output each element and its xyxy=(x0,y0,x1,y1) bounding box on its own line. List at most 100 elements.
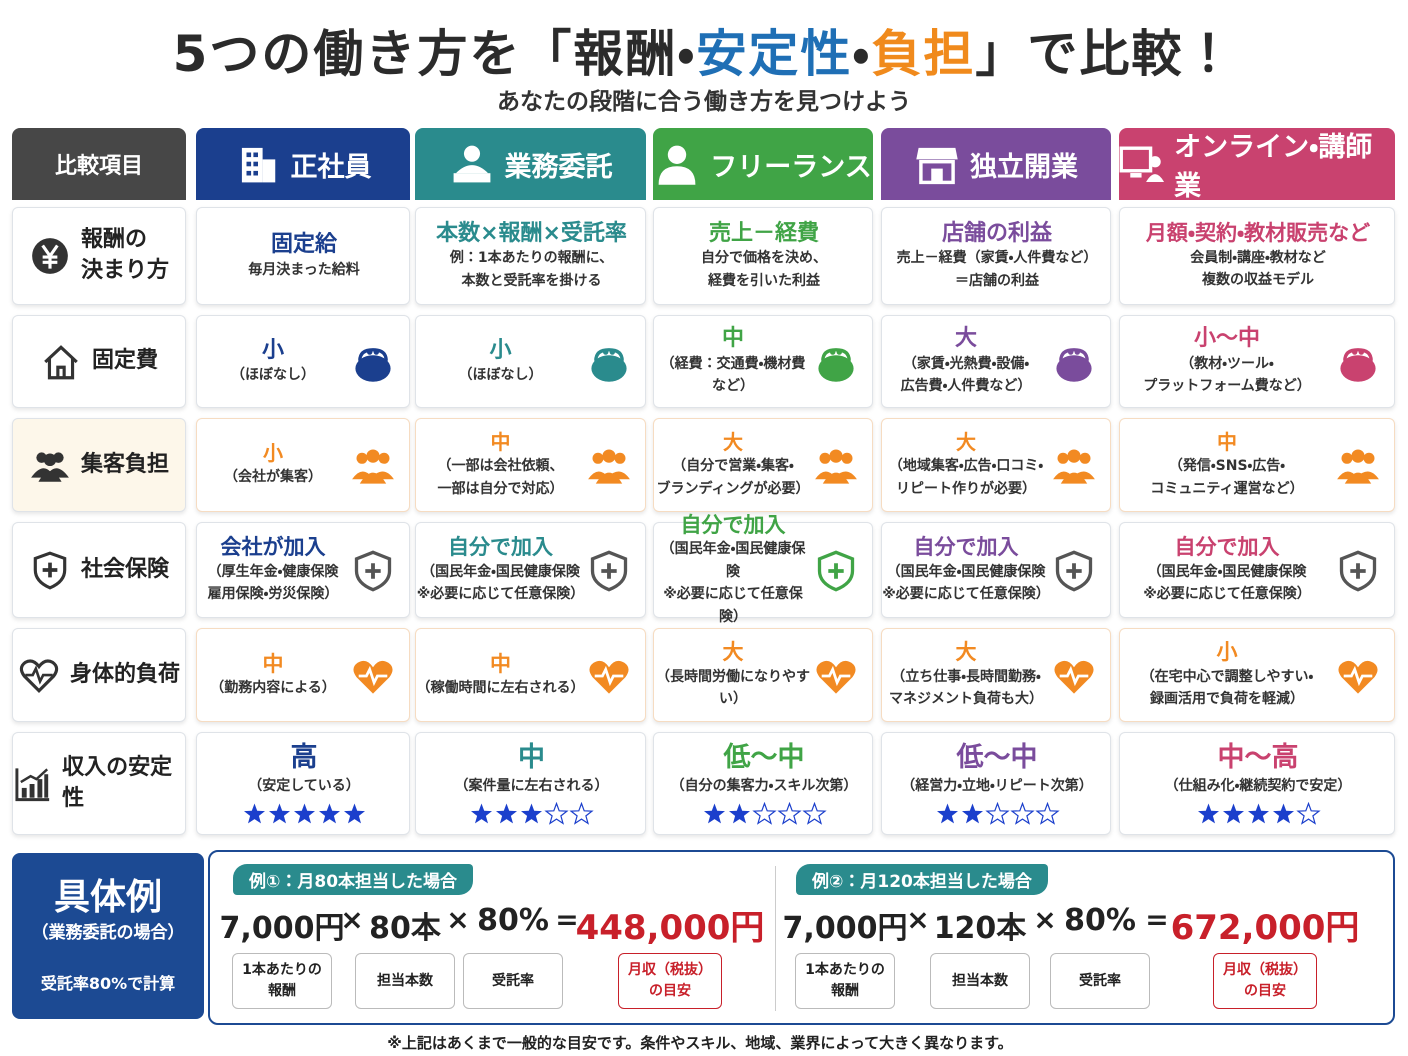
cell-main: 固定給 xyxy=(270,232,337,258)
footnote: ※上記はあくまで一般的な目安です。条件やスキル、地域、業界によって大きく異なりま… xyxy=(387,1034,1013,1052)
title-part: 」で比較！ xyxy=(975,25,1236,83)
cell-main: 自分で加入 xyxy=(448,535,553,560)
cell-main: 小 xyxy=(489,337,512,363)
cell-note: ※必要に応じて任意保険） xyxy=(663,586,803,625)
cell-note: ※必要に応じて任意保険） xyxy=(416,586,585,603)
cell-content: 大 （長時間労働になりやすい） xyxy=(654,629,812,721)
table-cell: 店舗の利益売上－経費（家賃・人件費など） ＝店舗の利益 xyxy=(881,207,1111,305)
cell-icon xyxy=(818,347,854,382)
term-label: 1本あたりの 報酬 xyxy=(232,953,332,1009)
row-icon xyxy=(32,238,68,274)
operator: × xyxy=(1033,903,1057,936)
cell-main: 店舗の利益 xyxy=(941,220,1052,246)
star xyxy=(318,803,340,823)
row-label-cell: 身体的負荷 xyxy=(12,628,186,722)
table-cell: 大 （家賃・光熱費・設備・ 広告費・人件費など） xyxy=(881,315,1111,408)
star xyxy=(268,803,290,823)
cell-main: 高 xyxy=(290,742,318,774)
cell-content: 自分で加入 （国民年金・国民健康保険 ※必要に応じて任意保険） xyxy=(1120,523,1334,617)
star xyxy=(343,803,365,823)
cell-main: 小〜中 xyxy=(1193,326,1260,352)
cell-content: 売上－経費 自分で価格を決め、 経費を引いた利益 xyxy=(654,208,874,304)
cell-note: マネジメント負荷も大） xyxy=(889,691,1043,708)
cell-icon xyxy=(589,660,629,694)
cell-note: （経費：交通費・機材費など） xyxy=(660,355,806,395)
cell-note: 売上－経費（家賃・人件費など） xyxy=(896,250,1098,267)
title-part: 安定性 xyxy=(696,25,853,83)
row-icon xyxy=(15,767,50,801)
row-label-line: 決まり方 xyxy=(80,258,169,283)
table-cell: 本数×報酬×受託率 例：1本あたりの報酬に、 本数と受託率を掛ける xyxy=(415,207,646,305)
row-label: 社会保険 xyxy=(81,555,169,586)
row-label-cell: 収入の安定性 xyxy=(12,732,186,835)
star xyxy=(751,801,777,825)
column-icon xyxy=(241,147,275,183)
cell-main: 中 xyxy=(1217,430,1237,455)
cell-main: 大 xyxy=(956,430,976,455)
star xyxy=(1009,801,1035,825)
column-header: 正社員 xyxy=(196,128,410,200)
column-icon xyxy=(916,147,958,185)
star xyxy=(1034,801,1060,825)
term-label-line: 報酬 xyxy=(831,983,859,999)
row-label-line: 固定費 xyxy=(91,348,158,374)
cell-icon xyxy=(1056,347,1092,382)
cell-note: 例：1本あたりの報酬に、 xyxy=(449,250,614,267)
row-label: 報酬の 決まり方 xyxy=(81,225,169,287)
table-cell: 中 （案件量に左右される） xyxy=(415,732,646,835)
term-label-line: 担当本数 xyxy=(952,972,1008,989)
example-note: 受託率80%で計算 xyxy=(40,974,176,993)
cell-content: 小 （会社が集客） xyxy=(197,419,349,511)
example-tag: 例①：月80本担当した場合 xyxy=(233,864,474,895)
cell-note: ＝店舗の利益 xyxy=(955,272,1039,289)
operator: × xyxy=(446,903,470,936)
term: 120本 xyxy=(933,911,1027,946)
cell-note: （家賃・光熱費・設備・ xyxy=(902,355,1030,372)
table-cell: 中 （勤務内容による） xyxy=(196,628,410,722)
term-label: 月収（税抜） の目安 xyxy=(1213,953,1317,1009)
subtitle: あなたの段階に合う働き方を見つけよう xyxy=(497,89,911,115)
cell-icon xyxy=(1055,550,1093,592)
row-label-line: 収入の安定性 xyxy=(62,754,173,811)
cell-note: 経費を引いた利益 xyxy=(708,272,820,289)
star-rating xyxy=(471,801,594,825)
example-tag: 例②：月120本担当した場合 xyxy=(796,864,1048,895)
row-label: 収入の安定性 xyxy=(62,753,185,815)
column-header: オンライン・講師業 xyxy=(1119,128,1395,202)
example-title: 具体例 xyxy=(53,877,162,918)
cell-main: 中 xyxy=(721,326,744,352)
cell-note: 自分で価格を決め、 xyxy=(701,250,827,267)
cell-main: 大 xyxy=(722,640,744,665)
title-part: 5つの働き方を「報酬・ xyxy=(172,25,697,83)
cell-note: （立ち仕事・長時間勤務・ xyxy=(891,668,1041,685)
cell-content: 店舗の利益売上－経費（家賃・人件費など） ＝店舗の利益 xyxy=(882,208,1112,304)
row-label-cell: 固定費 xyxy=(12,315,186,408)
cell-note: （仕組み化・継続契約で安定） xyxy=(1164,778,1352,795)
table-cell: 売上－経費 自分で価格を決め、 経費を引いた利益 xyxy=(653,207,873,305)
cell-content: 会社が加入 （厚生年金・健康保険 雇用保険・労災保険） xyxy=(197,523,349,617)
star xyxy=(1272,803,1294,823)
term-label-line: の目安 xyxy=(649,983,691,999)
cell-note: 毎月決まった給料 xyxy=(248,261,360,278)
result: 672,000円 xyxy=(1170,908,1360,948)
cell-content: 中〜高 （仕組み化・継続契約で安定） xyxy=(1120,733,1396,834)
cell-note: 広告費・人件費など） xyxy=(900,378,1032,395)
title-part: ・ xyxy=(852,25,872,83)
star-rating xyxy=(1197,801,1321,825)
cell-content: 中 （一部は会社依頼、 一部は自分で対応） xyxy=(416,419,585,511)
term-label: 担当本数 xyxy=(930,953,1030,1009)
cell-note: （ほぼなし） xyxy=(231,367,315,384)
term-label-line: 報酬 xyxy=(268,983,296,999)
cell-content: 小 （在宅中心で調整しやすい・ 録画活用で負荷を軽減） xyxy=(1120,629,1334,721)
cell-note: （安定している） xyxy=(248,778,360,795)
star xyxy=(1197,803,1219,823)
cell-content: 大 （立ち仕事・長時間勤務・ マネジメント負荷も大） xyxy=(882,629,1050,721)
star-rating xyxy=(936,801,1060,825)
row-label-cell: 報酬の 決まり方 xyxy=(12,207,186,305)
example-label-box xyxy=(12,853,204,1019)
cell-content: 中 （経費：交通費・機材費など） xyxy=(654,316,812,407)
row-icon xyxy=(31,452,69,482)
term-label-line: 受託率 xyxy=(492,972,534,989)
term: 80% xyxy=(477,903,549,938)
star xyxy=(936,803,958,823)
